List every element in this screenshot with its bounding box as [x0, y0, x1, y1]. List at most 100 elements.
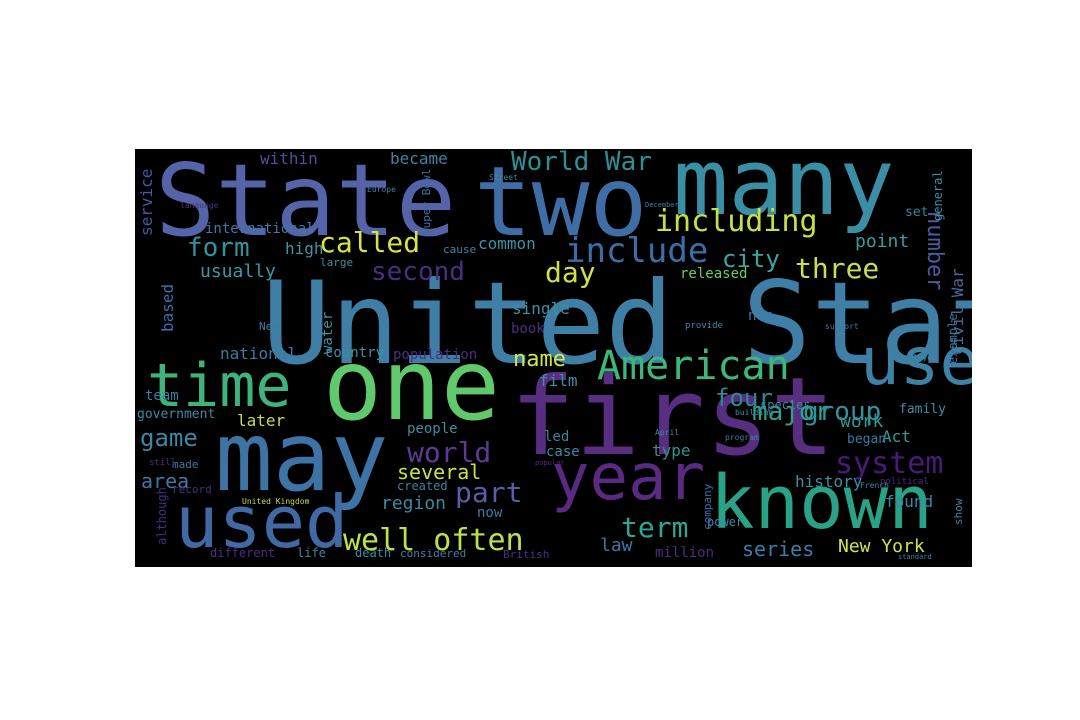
word-cloud-word: service — [137, 168, 156, 237]
word-cloud-word: day — [545, 256, 596, 289]
word-cloud-word: well often — [343, 523, 524, 558]
word-cloud-word: national — [220, 344, 298, 363]
word-cloud-word: life — [297, 546, 326, 560]
word-cloud-word: led — [544, 429, 570, 445]
word-cloud-word: British — [503, 548, 550, 561]
word-cloud-word: although — [155, 486, 169, 545]
word-cloud-word: political — [880, 477, 929, 487]
word-cloud-word: four — [715, 384, 773, 412]
word-cloud-word: time — [147, 351, 292, 421]
word-cloud-word: United States — [262, 257, 972, 390]
word-cloud-word: history — [795, 472, 863, 491]
word-cloud-word: company — [701, 483, 714, 531]
word-cloud-word: several — [397, 460, 482, 484]
word-cloud-word: government — [137, 407, 216, 422]
word-cloud-word: example — [946, 313, 960, 365]
word-cloud-word: released — [680, 266, 748, 282]
word-cloud-word: one — [323, 329, 501, 443]
word-cloud-word: million — [655, 545, 715, 561]
word-cloud-word: Super Bowl — [420, 168, 433, 235]
word-cloud-word: now — [477, 505, 503, 521]
word-cloud-word: provide — [685, 321, 723, 331]
word-cloud-word: used — [175, 480, 349, 564]
word-cloud-word: Act — [882, 427, 911, 446]
word-cloud-word: team — [145, 388, 179, 404]
word-cloud-word: considered — [400, 547, 467, 560]
word-cloud-word: first — [510, 355, 836, 480]
word-cloud-word: large — [320, 256, 354, 269]
word-cloud-word: may — [215, 401, 389, 513]
word-cloud-word: law — [600, 535, 633, 556]
word-cloud-word: became — [390, 149, 448, 168]
word-cloud-word: area — [141, 469, 190, 493]
word-cloud-word: known — [710, 460, 933, 546]
word-cloud-word: created — [397, 479, 448, 493]
word-cloud-word: support — [825, 322, 859, 331]
word-cloud-word: region — [381, 493, 447, 514]
word-cloud-word: world — [407, 436, 492, 469]
word-cloud-word: point — [855, 231, 910, 252]
word-cloud-word: include — [565, 231, 709, 271]
word-cloud-word: building — [735, 408, 774, 417]
word-cloud-word: New — [259, 320, 279, 333]
word-cloud-word: Europe — [367, 185, 396, 194]
word-cloud-word: city — [722, 245, 780, 273]
word-cloud-word: species — [760, 398, 811, 412]
word-cloud-word: group — [803, 397, 882, 427]
word-cloud-word: death — [355, 546, 392, 560]
word-cloud-word: book — [511, 321, 545, 337]
word-cloud-word: international — [205, 221, 315, 237]
word-cloud-word: number — [922, 211, 947, 291]
word-cloud-word: record — [172, 483, 212, 496]
word-cloud-word: country — [325, 345, 385, 361]
word-cloud-word: made — [172, 458, 199, 471]
word-cloud-word: high — [285, 239, 324, 258]
word-cloud-word: power — [707, 515, 744, 529]
word-cloud-word: year — [551, 441, 706, 515]
word-cloud-word: non — [748, 308, 774, 324]
word-cloud-word: show — [952, 498, 965, 526]
word-cloud-word: later — [237, 411, 286, 430]
word-cloud-word: single — [512, 299, 570, 318]
word-cloud-word: found — [885, 492, 934, 511]
word-cloud-word: within — [260, 149, 318, 168]
word-cloud-word: series — [742, 537, 815, 561]
word-cloud-word: second — [371, 257, 465, 287]
word-cloud-word: common — [478, 234, 536, 253]
word-cloud-word: water — [320, 311, 336, 354]
word-cloud-word: called — [319, 226, 421, 259]
word-cloud-word: use — [860, 323, 972, 400]
word-cloud-word: type — [652, 441, 691, 460]
word-cloud-word: people — [407, 421, 458, 437]
word-cloud-word: began — [847, 432, 887, 447]
word-cloud-word: work — [840, 411, 884, 432]
word-cloud-word: popular — [535, 459, 565, 467]
word-cloud-word: major — [752, 397, 831, 427]
word-cloud-word: American — [597, 343, 790, 389]
word-cloud-word: two — [474, 149, 648, 258]
word-cloud-word: April — [655, 428, 680, 437]
word-cloud-word: form — [187, 233, 250, 263]
word-cloud-word: New York — [838, 536, 925, 557]
word-cloud-word: player — [908, 353, 937, 362]
word-cloud-word: standard — [898, 553, 932, 561]
word-cloud-word: system — [835, 446, 944, 481]
word-cloud-word: United Kingdom — [242, 497, 310, 506]
word-cloud-word: population — [393, 347, 478, 363]
word-cloud-word: game — [140, 424, 198, 452]
word-cloud-word: name — [513, 347, 566, 372]
word-cloud-word: general — [931, 170, 945, 222]
word-cloud-word: different — [210, 546, 276, 560]
word-cloud-word: French — [860, 481, 889, 490]
word-cloud-word: still — [149, 458, 177, 468]
word-cloud-word: part — [455, 476, 523, 509]
word-cloud-word: program — [725, 433, 759, 442]
word-cloud-word: based — [158, 283, 177, 332]
word-cloud-word: film — [539, 371, 578, 390]
word-cloud-word: World War — [511, 149, 652, 177]
word-cloud-word: December — [645, 201, 679, 209]
word-cloud-word: three — [795, 252, 880, 285]
word-cloud-word: language — [180, 201, 219, 210]
word-cloud-word: usually — [200, 261, 276, 282]
